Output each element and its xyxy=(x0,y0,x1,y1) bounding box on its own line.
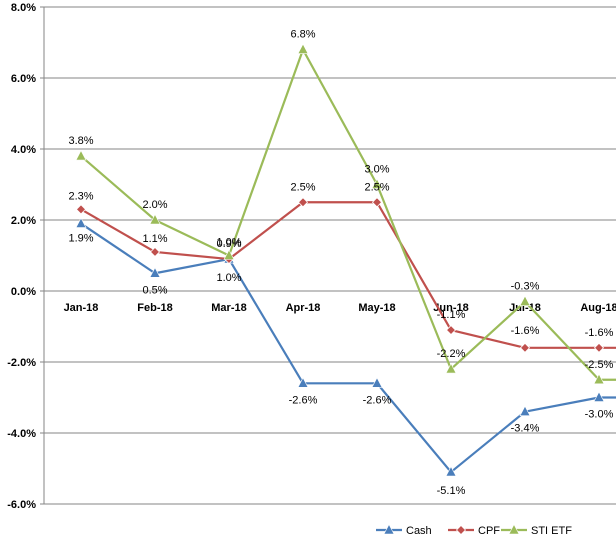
legend: Cash CPF STI ETF xyxy=(376,523,572,537)
data-label-cash: -3.0% xyxy=(585,409,614,421)
data-point-sti-etf xyxy=(149,213,161,225)
data-point-cash xyxy=(371,377,383,388)
y-tick-label: -4.0% xyxy=(7,428,36,440)
data-label-sti-etf: 1.0% xyxy=(216,237,241,249)
x-tick-label: May-18 xyxy=(358,302,395,314)
data-label-cpf: 1.1% xyxy=(142,233,167,245)
data-label-cpf: 2.5% xyxy=(364,181,389,193)
data-labels: 1.9% 0.5% 1.0% -2.6% -2.6% -5.1% -3.4% -3.0% 2.3… xyxy=(68,29,613,497)
series-sti-etf xyxy=(75,43,616,385)
data-point-cpf xyxy=(445,324,457,336)
data-point-cash xyxy=(297,377,309,388)
legend-item-cpf: CPF xyxy=(448,524,500,537)
y-axis-tick-labels: 8.0% 6.0% 4.0% 2.0% 0.0% -2.0% -4.0% -6.0% xyxy=(7,2,36,511)
y-tick-label: 6.0% xyxy=(11,73,36,85)
legend-item-cash: Cash xyxy=(376,523,432,537)
y-tick-label: 0.0% xyxy=(11,286,36,298)
legend-swatch-marker xyxy=(383,523,395,535)
data-point-sti-etf xyxy=(371,178,383,189)
x-tick-label: Jun-18 xyxy=(433,302,468,314)
data-label-cpf: 0.9% xyxy=(216,238,241,250)
y-tick-label: -2.0% xyxy=(7,357,36,369)
x-tick-label: Mar-18 xyxy=(211,302,246,314)
data-point-cash xyxy=(75,217,87,228)
legend-item-sti-etf: STI ETF xyxy=(501,523,572,537)
legend-swatch-marker xyxy=(455,524,467,536)
data-point-cash xyxy=(519,405,531,417)
data-point-sti-etf xyxy=(223,249,235,260)
x-tick-label: Aug-18 xyxy=(580,302,616,314)
data-point-sti-etf xyxy=(75,149,87,161)
data-label-cash: -3.4% xyxy=(511,423,540,435)
data-point-sti-etf xyxy=(445,362,457,374)
data-label-cash: -5.1% xyxy=(437,485,466,497)
data-point-cpf xyxy=(371,197,383,208)
data-point-sti-etf xyxy=(593,373,605,385)
data-label-cash: 1.9% xyxy=(68,233,93,245)
data-point-sti-etf xyxy=(297,43,309,54)
data-label-cpf: -1.6% xyxy=(585,327,614,339)
x-tick-label: Jan-18 xyxy=(64,302,99,314)
legend-label: Cash xyxy=(406,525,432,537)
y-tick-label: 4.0% xyxy=(11,144,36,156)
legend-label: STI ETF xyxy=(531,525,572,537)
x-tick-label: Apr-18 xyxy=(286,302,321,314)
data-point-cpf xyxy=(75,204,87,215)
data-label-sti-etf: 2.0% xyxy=(142,199,167,211)
data-point-cpf xyxy=(149,246,161,258)
data-label-cash: 0.5% xyxy=(142,284,167,296)
gridlines xyxy=(40,6,616,505)
data-label-cash: -2.6% xyxy=(363,394,392,406)
y-tick-label: 8.0% xyxy=(11,2,36,14)
x-tick-label: Feb-18 xyxy=(137,302,172,314)
data-label-sti-etf: 6.8% xyxy=(290,29,315,41)
legend-label: CPF xyxy=(478,525,500,537)
data-point-sti-etf xyxy=(519,295,531,306)
data-label-sti-etf: -0.3% xyxy=(511,281,540,293)
data-point-cash xyxy=(445,465,457,477)
data-label-sti-etf: 3.8% xyxy=(68,135,93,147)
data-point-cpf xyxy=(593,342,605,353)
data-label-cash: -2.6% xyxy=(289,394,318,406)
data-label-cpf: -1.1% xyxy=(437,309,466,321)
data-label-sti-etf: -2.2% xyxy=(437,348,466,360)
legend-swatch-marker xyxy=(508,523,520,535)
data-label-cpf: 2.5% xyxy=(290,181,315,193)
data-label-sti-etf: 3.0% xyxy=(364,164,389,176)
data-label-cpf: -1.6% xyxy=(511,325,540,337)
data-label-sti-etf: -2.5% xyxy=(585,359,614,371)
x-axis-tick-labels: Jan-18 Feb-18 Mar-18 Apr-18 May-18 Jun-18 Jul-… xyxy=(64,302,616,314)
data-point-cpf xyxy=(519,342,531,353)
data-point-cash xyxy=(593,391,605,402)
data-point-cpf xyxy=(297,197,309,208)
y-tick-label: -6.0% xyxy=(7,499,36,511)
data-label-cpf: 2.3% xyxy=(68,190,93,202)
data-label-cash: 1.0% xyxy=(216,272,241,284)
data-point-cash xyxy=(149,267,161,278)
series-lines xyxy=(75,43,616,477)
y-tick-label: 2.0% xyxy=(11,215,36,227)
